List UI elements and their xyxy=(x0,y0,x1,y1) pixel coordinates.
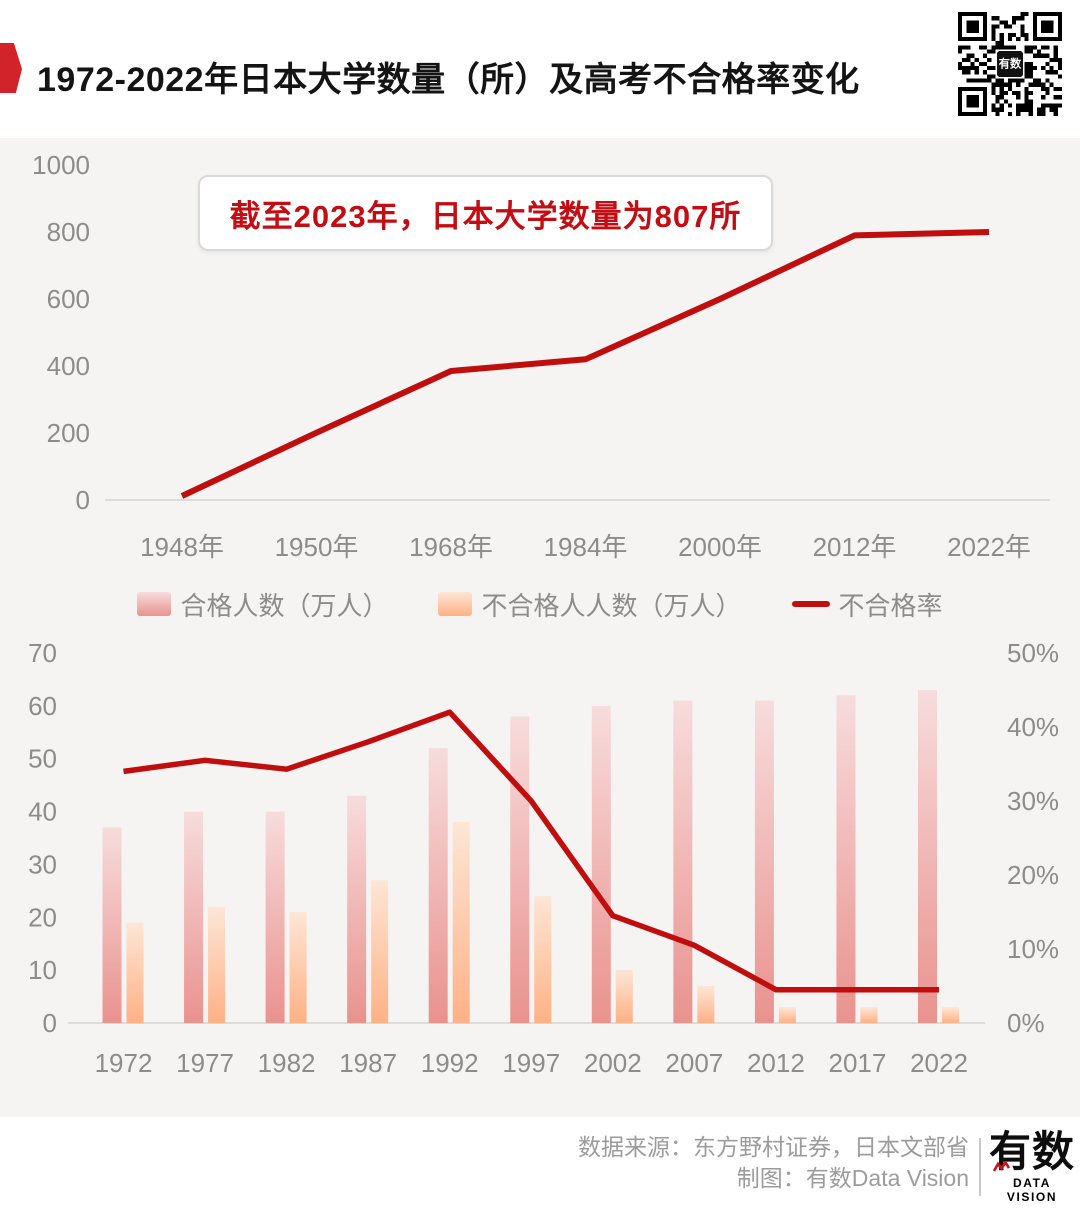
svg-text:50%: 50% xyxy=(1007,638,1059,668)
svg-text:1972: 1972 xyxy=(95,1048,153,1078)
legend-label: 不合格率 xyxy=(838,590,943,621)
svg-text:1984年: 1984年 xyxy=(544,532,628,562)
svg-text:20: 20 xyxy=(28,902,57,932)
university-count-line-chart: 0 200 400 600 800 1000 1948年 1950年 1968年 1984年 200… xyxy=(32,150,1050,562)
svg-text:30%: 30% xyxy=(1007,786,1059,816)
svg-text:20%: 20% xyxy=(1007,860,1059,890)
svg-text:1977: 1977 xyxy=(176,1048,234,1078)
pass-fail-combo-chart: 0 10 20 30 40 50 60 70 0% 10% 20% 30% 40% 50% 1972 1977… xyxy=(28,638,1059,1078)
fail-rate-line-swatch-icon xyxy=(791,601,830,607)
svg-text:2012年: 2012年 xyxy=(813,532,897,562)
svg-text:2007: 2007 xyxy=(665,1048,723,1078)
svg-text:1968年: 1968年 xyxy=(409,532,493,562)
header: 1972-2022年日本大学数量（所）及高考不合格率变化 有数 xyxy=(0,0,1080,138)
annotation-text: 截至2023年，日本大学数量为807所 xyxy=(229,198,742,234)
svg-text:2022: 2022 xyxy=(910,1048,968,1078)
data-source-text: 数据来源：东方野村证券，日本文部省 xyxy=(578,1134,969,1160)
svg-text:2012: 2012 xyxy=(747,1048,805,1078)
svg-text:1997: 1997 xyxy=(502,1048,560,1078)
red-ribbon-icon xyxy=(0,43,22,93)
svg-text:400: 400 xyxy=(47,351,90,381)
pass-bar-swatch-icon xyxy=(137,592,172,616)
logo-subtitle: DATA VISION xyxy=(1006,1176,1058,1204)
svg-text:600: 600 xyxy=(47,284,90,314)
svg-text:200: 200 xyxy=(47,418,90,448)
chart-legend: 合格人数（万人） 不合格人人数（万人） 不合格率 xyxy=(0,586,1080,622)
svg-text:10: 10 xyxy=(28,955,57,985)
svg-text:0: 0 xyxy=(43,1008,57,1038)
chart-area: 0 200 400 600 800 1000 1948年 1950年 1968年 1984年 200… xyxy=(0,138,1080,1117)
svg-text:800: 800 xyxy=(47,217,90,247)
footer-divider xyxy=(979,1138,981,1196)
svg-text:10%: 10% xyxy=(1007,934,1059,964)
svg-text:1000: 1000 xyxy=(32,150,90,180)
svg-text:有数: 有数 xyxy=(999,56,1022,70)
annotation-box: 截至2023年，日本大学数量为807所 xyxy=(198,175,773,251)
svg-text:60: 60 xyxy=(28,691,57,721)
footer: 数据来源：东方野村证券，日本文部省 制图：有数Data Vision 有数 DA… xyxy=(0,1117,1080,1223)
svg-text:2022年: 2022年 xyxy=(947,532,1031,562)
brand-logo: 有数 DATA VISION xyxy=(988,1128,1076,1204)
svg-text:50: 50 xyxy=(28,744,57,774)
svg-text:1992: 1992 xyxy=(421,1048,479,1078)
legend-label: 合格人数（万人） xyxy=(180,590,389,621)
svg-text:40%: 40% xyxy=(1007,712,1059,742)
logo-zigzag-icon xyxy=(993,1161,1010,1172)
svg-text:2000年: 2000年 xyxy=(678,532,762,562)
svg-text:1982: 1982 xyxy=(258,1048,316,1078)
svg-text:30: 30 xyxy=(28,849,57,879)
svg-text:40: 40 xyxy=(28,797,57,827)
page-title: 1972-2022年日本大学数量（所）及高考不合格率变化 xyxy=(37,61,860,99)
fail-bar-swatch-icon xyxy=(438,592,473,616)
legend-item-pass-count: 合格人数（万人） xyxy=(137,586,388,623)
qr-code-icon: 有数 xyxy=(958,12,1062,116)
legend-item-fail-rate: 不合格率 xyxy=(791,586,943,623)
svg-text:1987: 1987 xyxy=(339,1048,397,1078)
svg-text:2002: 2002 xyxy=(584,1048,642,1078)
svg-text:0%: 0% xyxy=(1007,1008,1045,1038)
credit-text: 制图：有数Data Vision xyxy=(736,1165,969,1191)
legend-item-fail-count: 不合格人人数（万人） xyxy=(438,586,742,623)
svg-text:70: 70 xyxy=(28,638,57,668)
svg-text:2017: 2017 xyxy=(829,1048,887,1078)
svg-text:1950年: 1950年 xyxy=(275,532,359,562)
svg-text:0: 0 xyxy=(76,485,90,515)
svg-text:1948年: 1948年 xyxy=(140,532,224,562)
legend-label: 不合格人人数（万人） xyxy=(481,590,742,621)
credits: 数据来源：东方野村证券，日本文部省 制图：有数Data Vision xyxy=(578,1132,969,1194)
